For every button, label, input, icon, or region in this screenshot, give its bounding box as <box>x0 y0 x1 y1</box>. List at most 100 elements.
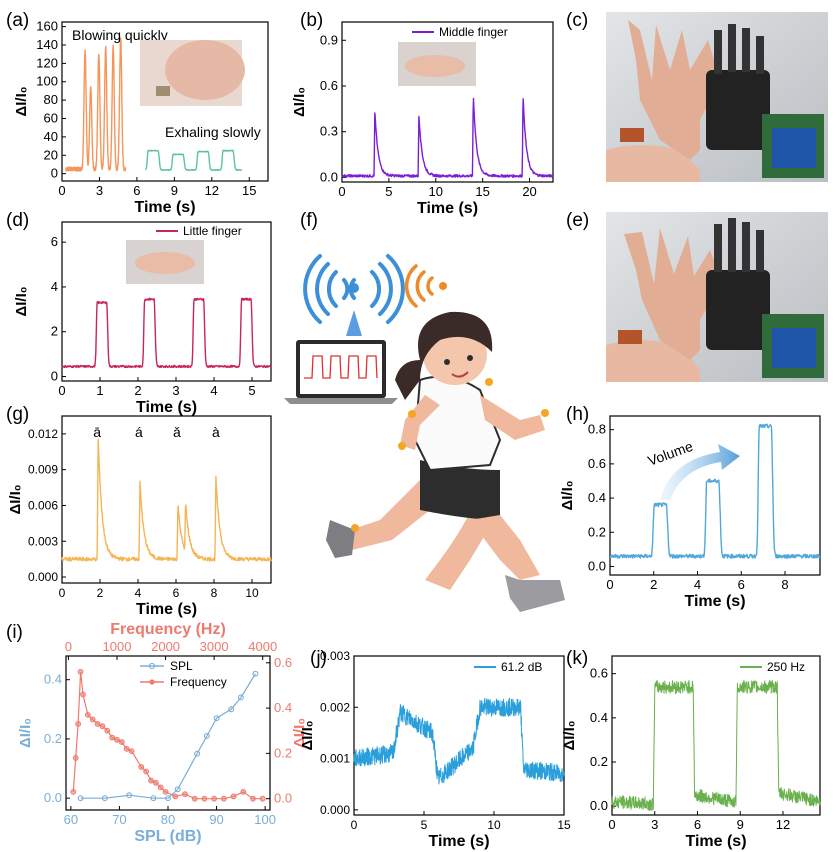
chart-panel-i: 60 70 80 90 100 0.0 0.2 0.4 0 1000 2000 3000 4000 0.0… <box>6 621 308 845</box>
x-axis-label: Time (s) <box>685 833 746 850</box>
y-tick-label: 0 <box>51 166 58 181</box>
y-axis-label: ΔI/I₀ <box>7 484 24 514</box>
series-line-exhaling <box>144 149 243 171</box>
y-tick-label: 0.003 <box>320 649 350 663</box>
y-tick-label: 0.012 <box>28 427 58 441</box>
frequency-point <box>211 795 218 802</box>
x-tick-label: 5 <box>385 184 392 199</box>
x-tick-label: 9 <box>737 817 744 832</box>
frequency-point <box>77 668 84 675</box>
y-axis-label: ΔI/I₀ <box>17 718 34 748</box>
inset-hand-d <box>135 252 195 274</box>
spl-point <box>203 733 210 739</box>
spl-point <box>77 795 84 802</box>
y-axis-label: ΔI/I₀ <box>299 720 316 750</box>
frequency-point <box>240 788 247 795</box>
legend-label: Little finger <box>183 224 242 238</box>
x-axis-label: Time (s) <box>136 399 197 416</box>
human-hand-c <box>628 20 720 160</box>
frequency-point <box>109 734 116 741</box>
tone-label: ā <box>93 424 101 440</box>
annotation-exhaling: Exhaling slowly <box>165 124 261 140</box>
x-tick-label: 0 <box>608 817 615 832</box>
x-axis-label: Time (s) <box>417 200 478 217</box>
illustration-f: (f) <box>284 210 565 612</box>
frequency-point <box>259 795 266 802</box>
sensor-signal-icon <box>404 264 434 308</box>
x-tick-label: 3 <box>651 817 658 832</box>
frequency-point <box>123 745 130 752</box>
x-tick-label: 3 <box>172 383 179 398</box>
x-tick-label: 1 <box>96 383 103 398</box>
panel-label-e: (e) <box>566 210 589 231</box>
y-tick-label: 0 <box>51 369 58 384</box>
robot-hand-e <box>706 270 770 350</box>
frequency-point <box>220 795 227 802</box>
y-tick-label: 0.2 <box>590 754 608 769</box>
x-tick-label: 6 <box>738 577 745 592</box>
x-axis-label: SPL (dB) <box>134 828 201 845</box>
frequency-point <box>230 793 237 800</box>
frequency-point <box>75 721 82 727</box>
spl-point <box>252 670 259 677</box>
runner-illustration <box>326 311 565 612</box>
x-tick-label: 0 <box>58 383 65 398</box>
x-tick-label: 80 <box>161 812 175 827</box>
y-tick-label: 2 <box>51 324 58 339</box>
frequency-point <box>128 748 135 755</box>
y-tick-label: 0.2 <box>588 524 606 539</box>
y-tick-label: 0.0 <box>588 558 606 573</box>
frequency-point <box>182 791 188 798</box>
annotation-blowing: Blowing quickly <box>72 27 168 43</box>
x-tick-label: 0 <box>351 818 358 832</box>
photo-panel-e: (e) <box>566 210 828 382</box>
y-tick-label: 0.3 <box>320 124 338 139</box>
series-line <box>609 423 821 559</box>
x-tick-label: 60 <box>64 812 78 827</box>
frequency-point <box>118 739 125 745</box>
frequency-point <box>148 777 154 784</box>
x-tick-label: 0 <box>606 577 613 592</box>
legend-label: Frequency <box>170 675 227 689</box>
series-line <box>61 297 272 369</box>
x-tick-label: 0 <box>58 183 65 198</box>
x-tick-label: 2 <box>134 383 141 398</box>
tone-label: á <box>135 424 143 440</box>
wireless-signal-icon <box>303 254 405 324</box>
spl-point <box>194 750 201 757</box>
y-tick-label: 0.6 <box>590 666 608 681</box>
frequency-point <box>70 788 77 795</box>
robot-hand-c <box>706 70 770 150</box>
frequency-point <box>201 795 208 802</box>
legend-label: Middle finger <box>439 25 508 39</box>
tone-label: ǎ <box>173 424 181 440</box>
series-line <box>353 697 565 785</box>
x-tick-label: 8 <box>211 586 218 600</box>
chart-panel-j: 0 5 10 15 0.000 0.001 0.002 0.003 Time (s) ΔI/I₀ (… <box>299 648 571 850</box>
right-y-tick-label: 0.4 <box>274 700 292 715</box>
top-x-tick-label: 3000 <box>200 639 229 654</box>
y-tick-label: 0.000 <box>320 803 350 817</box>
x-tick-label: 6 <box>173 586 180 600</box>
frequency-point <box>99 723 106 730</box>
y-axis-label: ΔI/I₀ <box>291 87 308 117</box>
frequency-point <box>114 736 120 743</box>
frequency-point <box>84 711 91 718</box>
sensor-patch-c <box>620 128 644 142</box>
y-tick-label: 160 <box>36 19 58 34</box>
y-tick-label: 0.001 <box>320 752 350 766</box>
spl-point <box>213 715 220 722</box>
x-tick-label: 10 <box>429 184 443 199</box>
top-x-tick-label: 2000 <box>151 639 180 654</box>
photo-panel-c: (c) <box>566 10 828 182</box>
panel-label: (d) <box>6 210 29 231</box>
y-tick-label: 0.8 <box>588 422 606 437</box>
top-x-tick-label: 0 <box>65 639 72 654</box>
chart-panel-k: 0 3 6 9 12 0.0 0.2 0.4 0.6 Time (s) ΔI/I₀ (k) 250 Hz <box>561 648 821 850</box>
y-axis-label: ΔI/I₀ <box>559 480 576 510</box>
spl-point <box>165 795 171 802</box>
frequency-point <box>89 716 96 723</box>
x-tick-label: 5 <box>421 818 428 832</box>
right-y-tick-label: 0.6 <box>274 655 292 670</box>
